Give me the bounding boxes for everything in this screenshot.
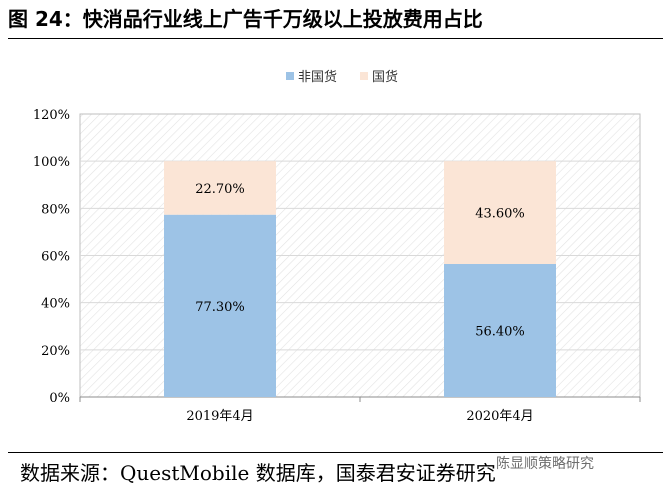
legend-swatch xyxy=(286,72,294,80)
data-label: 43.60% xyxy=(475,207,525,222)
x-tick-label: 2020年4月 xyxy=(466,409,533,424)
bar-series: 77.30% 22.70% 56.40% 43.60% xyxy=(164,161,556,397)
y-tick-label: 60% xyxy=(41,250,70,265)
watermark-text: 陈显顺策略研究 xyxy=(496,456,594,472)
stacked-bar-chart: 非国货 国货 0% 20% 40% 60% 80% 100% 120% 77.30% 22.70… xyxy=(33,69,641,424)
bar-segment xyxy=(444,161,556,264)
y-tick-label: 40% xyxy=(41,297,70,312)
legend-swatch xyxy=(360,72,368,80)
bottom-rule xyxy=(8,452,663,453)
figure-title: 图 24：快消品行业线上广告千万级以上投放费用占比 xyxy=(8,7,483,31)
bar-segment xyxy=(444,263,556,397)
legend-label: 国货 xyxy=(372,69,398,85)
data-label: 22.70% xyxy=(195,182,245,197)
bar-segment xyxy=(164,161,276,215)
legend-label: 非国货 xyxy=(298,69,337,85)
x-axis: 2019年4月 2020年4月 xyxy=(79,397,641,424)
chart-area: 非国货 国货 0% 20% 40% 60% 80% 100% 120% 77.30% 22.70… xyxy=(0,44,671,446)
y-tick-label: 120% xyxy=(33,108,70,123)
data-label: 56.40% xyxy=(475,324,525,339)
chart-legend: 非国货 国货 xyxy=(286,69,398,85)
x-tick-label: 2019年4月 xyxy=(186,409,253,424)
top-rule xyxy=(8,38,663,39)
y-tick-label: 20% xyxy=(41,344,70,359)
source-note: 数据来源：QuestMobile 数据库，国泰君安证券研究 xyxy=(20,461,496,485)
y-tick-label: 80% xyxy=(41,202,70,217)
y-tick-label: 100% xyxy=(33,155,70,170)
bar-segment xyxy=(164,214,276,397)
y-tick-label: 0% xyxy=(49,391,70,406)
data-label: 77.30% xyxy=(195,300,245,315)
